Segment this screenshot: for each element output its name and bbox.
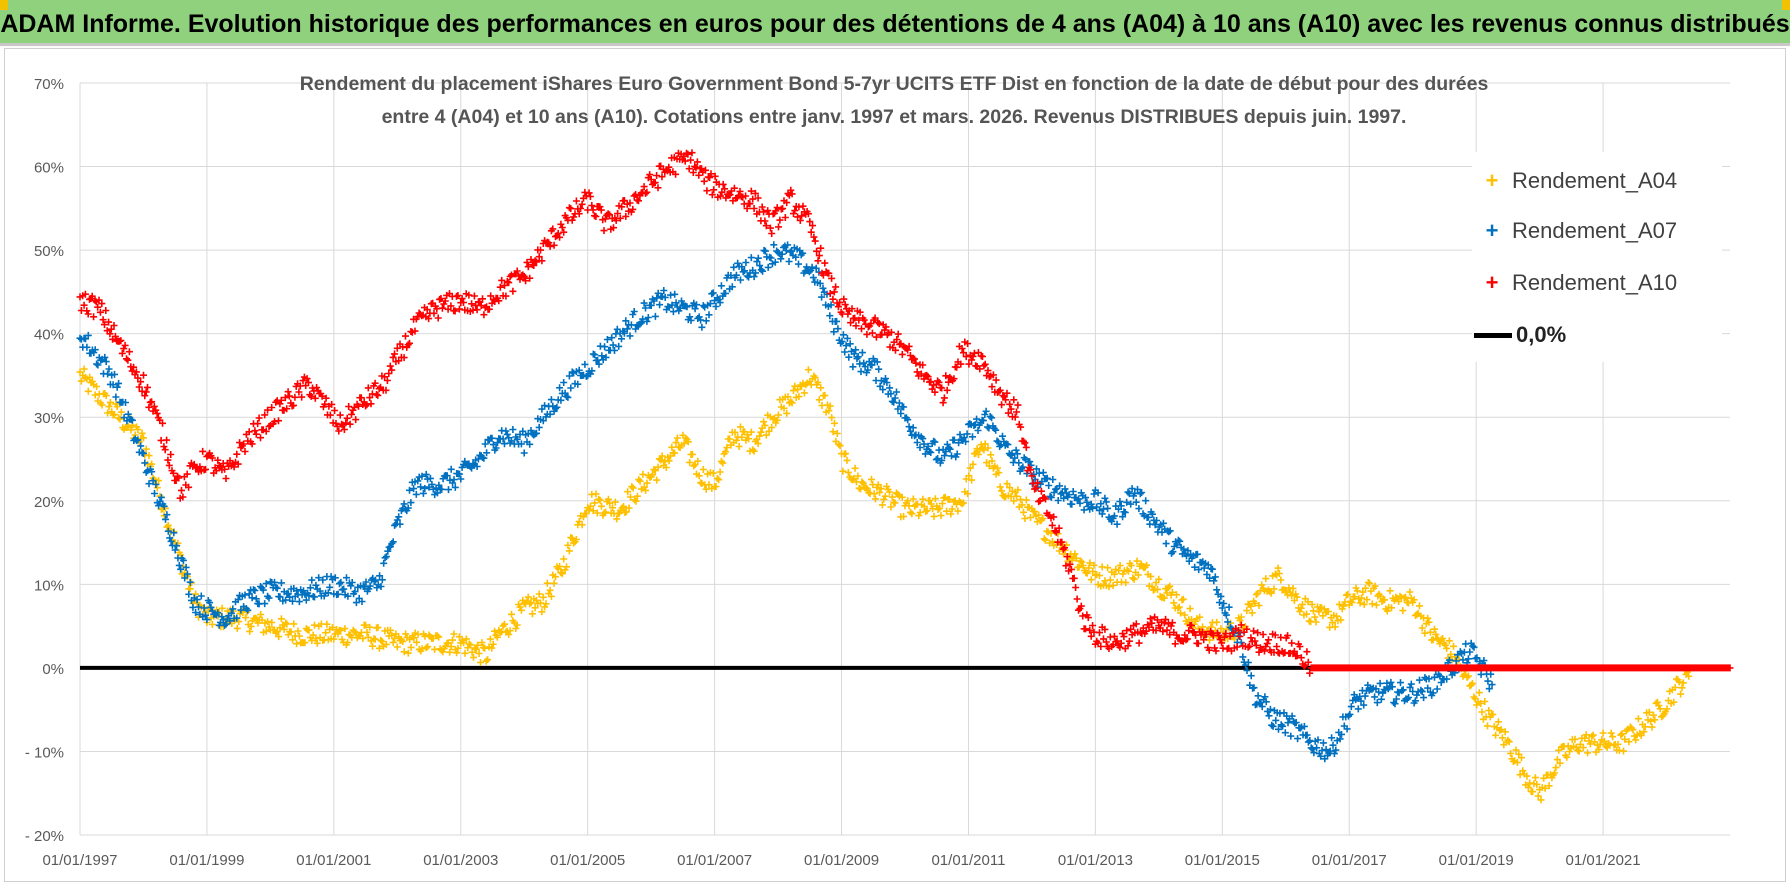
chart-frame	[4, 48, 1786, 882]
x-tick-label: 01/01/2015	[1185, 852, 1260, 869]
x-tick-label: 01/01/2013	[1058, 852, 1133, 869]
legend-item-a07: + Rendement_A07	[1472, 216, 1678, 246]
x-tick-label: 01/01/1999	[169, 852, 244, 869]
y-tick-label: 20%	[34, 494, 64, 511]
series-markers	[76, 241, 1496, 763]
y-tick-label: - 20%	[25, 828, 64, 845]
y-tick-label: 10%	[34, 577, 64, 594]
chart-legend: + Rendement_A04 + Rendement_A07 + Rendem…	[1472, 152, 1722, 362]
banner-title: ADAM Informe. Evolution historique des p…	[0, 10, 1790, 38]
legend-label-a04: Rendement_A04	[1512, 168, 1678, 193]
legend-item-a04: + Rendement_A04	[1472, 166, 1678, 196]
x-tick-label: 01/01/2019	[1439, 852, 1514, 869]
x-tick-label: 01/01/1997	[42, 852, 117, 869]
legend-marker-a07: +	[1485, 218, 1499, 243]
y-tick-label: 30%	[34, 410, 64, 427]
chart-title-line2: entre 4 (A04) et 10 ans (A10). Cotations…	[382, 106, 1407, 128]
legend-line-zero	[1474, 332, 1512, 338]
x-tick-label: 01/01/2021	[1566, 852, 1641, 869]
y-tick-label: 40%	[34, 327, 64, 344]
x-tick-label: 01/01/2003	[423, 852, 498, 869]
series-a07	[76, 241, 1496, 763]
x-tick-label: 01/01/2005	[550, 852, 625, 869]
series-markers	[76, 365, 1693, 804]
y-tick-label: - 10%	[25, 744, 64, 761]
legend-label-a10: Rendement_A10	[1512, 270, 1678, 295]
chart-plot	[76, 149, 1734, 804]
series-a04	[76, 365, 1693, 804]
x-tick-label: 01/01/2011	[931, 852, 1005, 869]
legend-marker-a10: +	[1485, 270, 1499, 295]
legend-item-a10: + Rendement_A10	[1472, 268, 1678, 298]
series-markers	[76, 149, 1734, 677]
x-tick-label: 01/01/2007	[677, 852, 752, 869]
series-a10	[76, 149, 1734, 677]
x-tick-label: 01/01/2001	[296, 852, 371, 869]
y-tick-label: 70%	[34, 76, 64, 93]
y-axis-labels: 70% 60% 50% 40% 30% 20% 10% 0% - 10% - 20%	[25, 76, 64, 845]
legend-item-zero: 0,0%	[1472, 320, 1566, 350]
legend-label-zero: 0,0%	[1516, 322, 1567, 347]
banner-corner-right	[1782, 0, 1790, 10]
x-tick-label: 01/01/2009	[804, 852, 879, 869]
y-tick-label: 60%	[34, 160, 64, 177]
x-tick-label: 01/01/2017	[1312, 852, 1387, 869]
y-tick-label: 0%	[42, 661, 64, 678]
legend-label-a07: Rendement_A07	[1512, 218, 1678, 243]
x-axis-labels: 01/01/1997 01/01/1999 01/01/2001 01/01/2003…	[42, 852, 1640, 869]
y-tick-label: 50%	[34, 243, 64, 260]
header-banner: ADAM Informe. Evolution historique des p…	[0, 0, 1790, 46]
chart-title-line1: Rendement du placement iShares Euro Gove…	[300, 73, 1489, 95]
legend-marker-a04: +	[1485, 168, 1499, 193]
banner-corner-left	[0, 0, 8, 10]
